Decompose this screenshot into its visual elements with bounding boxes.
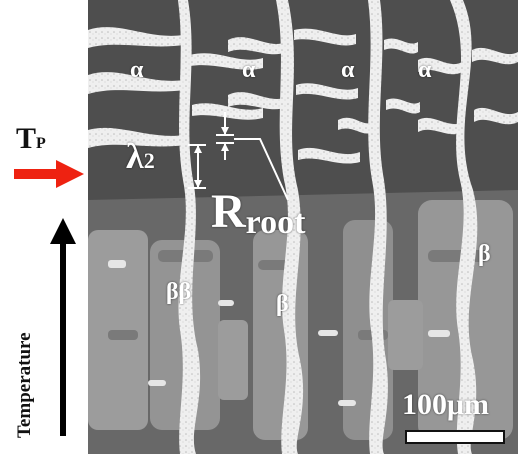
rroot-label-subscript: root [245, 204, 306, 241]
lambda2-label: λ2 [126, 138, 155, 174]
rroot-label: Rroot [211, 188, 305, 240]
lambda2-label-main: λ [126, 136, 144, 176]
rroot-label-main: R [211, 185, 246, 238]
phase-label-alpha: α [418, 57, 432, 83]
phase-label-alpha: α [242, 57, 256, 83]
tp-arrow-icon [14, 160, 84, 188]
scale-bar [405, 430, 505, 444]
phase-label-beta: ββ [166, 279, 192, 305]
phase-label-beta: β [478, 241, 491, 267]
lambda2-label-subscript: 2 [143, 148, 155, 173]
temperature-axis-label: Temperature [14, 332, 35, 438]
annotation-panel: TP Temperature [0, 0, 88, 454]
phase-label-beta: β [276, 291, 289, 317]
phase-label-alpha: α [341, 57, 355, 83]
phase-label-alpha: α [130, 57, 144, 83]
temperature-arrow-icon [50, 218, 76, 436]
scale-bar-label: 100μm [402, 388, 489, 421]
tp-label: TP [16, 124, 46, 154]
tp-label-main: T [16, 122, 37, 155]
micrograph-image: α α α α ββ β β [88, 0, 518, 454]
tp-label-subscript: P [36, 135, 46, 152]
